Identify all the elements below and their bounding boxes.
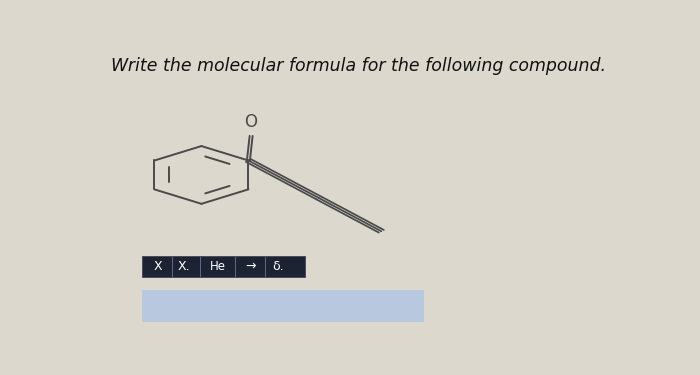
- Text: Write the molecular formula for the following compound.: Write the molecular formula for the foll…: [111, 57, 606, 75]
- FancyBboxPatch shape: [141, 256, 304, 278]
- Text: X: X: [154, 260, 162, 273]
- FancyBboxPatch shape: [141, 290, 424, 322]
- Text: X.: X.: [178, 260, 190, 273]
- Text: O: O: [244, 113, 258, 131]
- Text: He: He: [210, 260, 226, 273]
- Text: δ.: δ.: [272, 260, 284, 273]
- Text: →: →: [246, 260, 256, 273]
